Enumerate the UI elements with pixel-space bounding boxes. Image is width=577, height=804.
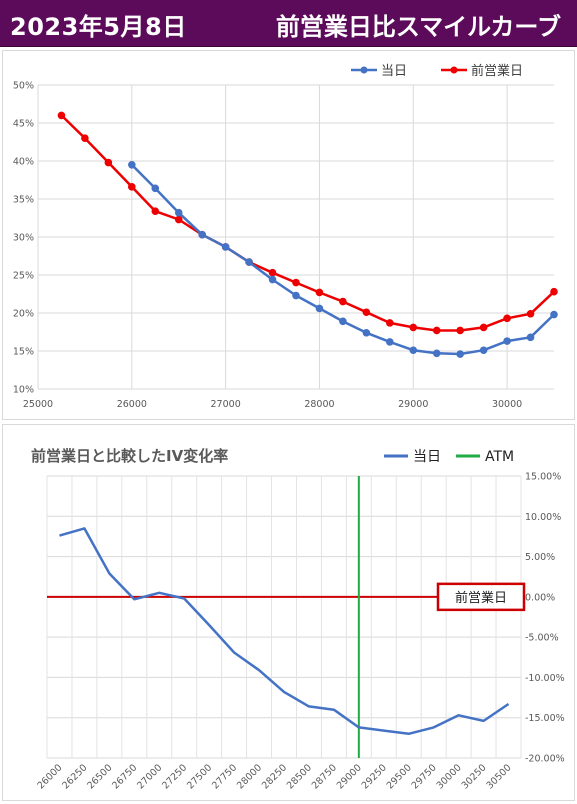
x-tick-label: 27500 xyxy=(185,762,214,791)
y-tick-label: -15.00% xyxy=(525,713,565,724)
legend-label: 前営業日 xyxy=(471,63,523,79)
x-tick-label: 28250 xyxy=(260,762,289,791)
x-tick-label: 28750 xyxy=(310,762,339,791)
x-tick-label: 28000 xyxy=(304,399,334,410)
data-point xyxy=(269,269,276,276)
data-point xyxy=(199,231,206,238)
y-tick-label: -5.00% xyxy=(525,633,559,644)
data-point xyxy=(433,350,440,357)
header-banner: 2023年5月8日 前営業日比スマイルカーブ xyxy=(0,0,577,47)
x-tick-label: 30500 xyxy=(484,762,513,791)
x-tick-label: 26750 xyxy=(110,762,139,791)
baseline-label: 前営業日 xyxy=(455,590,507,606)
data-point xyxy=(363,309,370,316)
legend-label: ATM xyxy=(485,449,514,465)
legend-label: 当日 xyxy=(413,449,441,465)
y-tick-label: -20.00% xyxy=(525,754,565,765)
y-tick-label: 50% xyxy=(13,81,34,92)
y-tick-label: 15.00% xyxy=(525,472,561,483)
data-point xyxy=(58,112,65,119)
x-tick-label: 29000 xyxy=(335,762,364,791)
x-tick-label: 29500 xyxy=(385,762,414,791)
data-point xyxy=(551,288,558,295)
data-point xyxy=(387,339,394,346)
y-tick-label: 45% xyxy=(13,119,34,130)
data-point xyxy=(480,324,487,331)
x-tick-label: 30000 xyxy=(435,762,464,791)
chart-title: 前営業日と比較したIV変化率 xyxy=(31,447,228,465)
data-point xyxy=(152,185,159,192)
data-point xyxy=(410,347,417,354)
legend-marker xyxy=(361,67,368,74)
y-tick-label: 20% xyxy=(13,309,34,320)
smile-curve-panel: 10% 15% 20% 25% 30% 35% 40% 45% 50% 25000 26000 27… xyxy=(2,50,575,420)
data-point xyxy=(387,320,394,327)
y-tick-label: 0.00% xyxy=(525,592,555,603)
data-point xyxy=(527,310,534,317)
y-tick-label: 10.00% xyxy=(525,512,561,523)
y-tick-label: 25% xyxy=(13,271,34,282)
data-point xyxy=(152,208,159,215)
iv-change-panel: 前営業日と比較したIV変化率 15.00% 10.00% 5.00% 0.00% -5.… xyxy=(2,424,575,801)
data-point xyxy=(246,259,253,266)
header-date: 2023年5月8日 xyxy=(10,7,187,42)
data-point xyxy=(293,292,300,299)
x-tick-label: 27000 xyxy=(135,762,164,791)
x-tick-label: 29000 xyxy=(398,399,428,410)
y-tick-label: 35% xyxy=(13,195,34,206)
series-line xyxy=(60,528,509,733)
x-tick-label: 28500 xyxy=(285,762,314,791)
data-point xyxy=(222,244,229,251)
iv-change-chart: 前営業日と比較したIV変化率 15.00% 10.00% 5.00% 0.00% -5.… xyxy=(3,425,574,800)
y-tick-label: 10% xyxy=(13,385,34,396)
data-point xyxy=(527,334,534,341)
data-point xyxy=(363,329,370,336)
y-tick-label: 30% xyxy=(13,233,34,244)
data-point xyxy=(504,315,511,322)
legend-label: 当日 xyxy=(381,64,407,79)
data-point xyxy=(316,289,323,296)
data-point xyxy=(105,159,112,166)
x-tick-label: 27250 xyxy=(160,762,189,791)
x-tick-label: 28000 xyxy=(235,762,264,791)
smile-curve-chart: 10% 15% 20% 25% 30% 35% 40% 45% 50% 25000 26000 27… xyxy=(3,51,574,419)
y-tick-label: 40% xyxy=(13,157,34,168)
data-point xyxy=(129,184,136,191)
data-point xyxy=(504,338,511,345)
data-point xyxy=(340,298,347,305)
data-point xyxy=(433,327,440,334)
data-point xyxy=(480,347,487,354)
y-tick-label: -10.00% xyxy=(525,673,565,684)
y-tick-label: 5.00% xyxy=(525,552,555,563)
data-point xyxy=(82,135,89,142)
series-line xyxy=(62,115,555,330)
data-point xyxy=(316,305,323,312)
data-point xyxy=(340,318,347,325)
legend-marker xyxy=(451,67,458,74)
x-tick-label: 27750 xyxy=(210,762,239,791)
data-point xyxy=(129,162,136,169)
data-point xyxy=(175,216,182,223)
x-tick-label: 26250 xyxy=(60,762,89,791)
x-tick-label: 30000 xyxy=(492,399,522,410)
x-tick-label: 26000 xyxy=(117,399,147,410)
x-tick-label: 29750 xyxy=(410,762,439,791)
x-tick-label: 26000 xyxy=(35,762,64,791)
y-tick-label: 15% xyxy=(13,347,34,358)
x-tick-label: 30250 xyxy=(460,762,489,791)
data-point xyxy=(293,279,300,286)
x-tick-label: 25000 xyxy=(23,399,53,410)
x-tick-label: 29250 xyxy=(360,762,389,791)
data-point xyxy=(269,276,276,283)
data-point xyxy=(551,311,558,318)
x-tick-label: 26500 xyxy=(85,762,114,791)
data-point xyxy=(175,209,182,216)
x-tick-label: 27000 xyxy=(211,399,241,410)
header-title: 前営業日比スマイルカーブ xyxy=(276,7,561,42)
data-point xyxy=(457,351,464,358)
data-point xyxy=(410,324,417,331)
data-point xyxy=(457,327,464,334)
